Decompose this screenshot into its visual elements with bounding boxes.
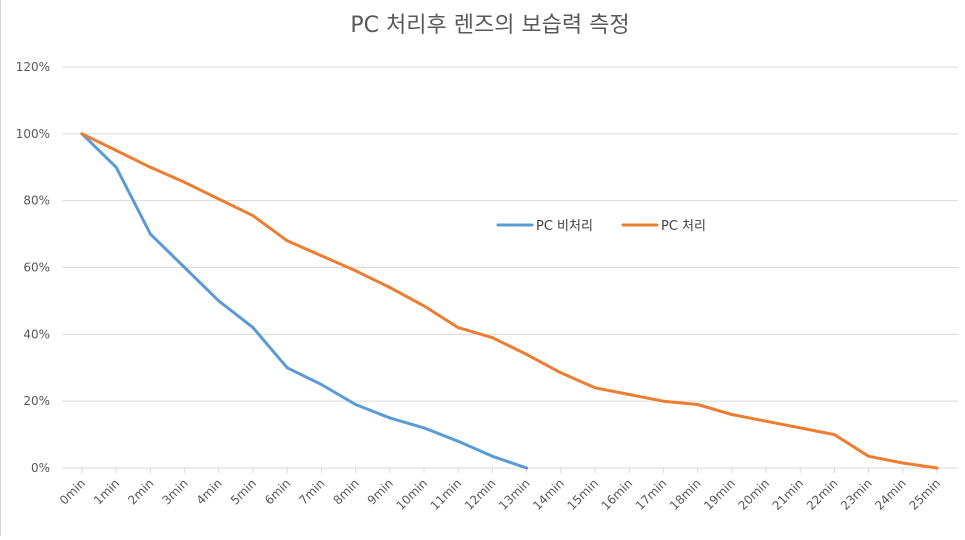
data-point [490, 454, 494, 458]
data-point [422, 304, 426, 308]
data-point [251, 214, 255, 218]
data-point [285, 239, 289, 243]
y-tick-label: 40% [23, 327, 50, 341]
x-tick-label: 18min [667, 476, 704, 513]
data-point [867, 454, 871, 458]
x-tick-label: 25min [906, 476, 943, 513]
x-tick-label: 3min [159, 476, 190, 507]
x-tick-label: 7min [296, 476, 327, 507]
x-tick-label: 0min [57, 476, 88, 507]
x-tick-label: 5min [228, 476, 259, 507]
data-point [661, 399, 665, 403]
y-tick-label: 20% [23, 394, 50, 408]
y-tick-label: 0% [31, 461, 50, 475]
x-tick-label: 19min [701, 476, 738, 513]
data-point [935, 466, 939, 470]
y-axis-ticks: 0% 20% 40% 60% 80% 100% 120% [16, 60, 50, 475]
x-tick-label: 4min [194, 476, 225, 507]
data-point [285, 366, 289, 370]
x-tick-label: 24min [872, 476, 909, 513]
data-point [217, 299, 221, 303]
data-point [832, 433, 836, 437]
data-point [354, 269, 358, 273]
x-tick-label: 11min [428, 476, 465, 513]
x-tick-label: 6min [262, 476, 293, 507]
data-point [490, 336, 494, 340]
data-point [593, 386, 597, 390]
data-point [80, 132, 84, 136]
x-tick-label: 21min [770, 476, 807, 513]
data-point [627, 392, 631, 396]
gridlines [62, 66, 958, 469]
x-tick-label: 9min [365, 476, 396, 507]
data-point [354, 403, 358, 407]
chart-title: PC 처리후 렌즈의 보습력 측정 [350, 13, 629, 38]
x-tick-label: 2min [125, 476, 156, 507]
data-point [148, 165, 152, 169]
data-point [422, 426, 426, 430]
data-point [388, 416, 392, 420]
y-tick-label: 100% [16, 127, 50, 141]
series-lines [80, 132, 939, 470]
data-point [183, 266, 187, 269]
x-tick-label: 14min [530, 476, 567, 513]
x-tick-label: 8min [330, 476, 361, 507]
data-point [696, 403, 700, 407]
data-point [525, 466, 529, 470]
legend-label: PC 처리 [661, 219, 706, 234]
x-tick-label: 17min [633, 476, 670, 513]
x-tick-label: 15min [564, 476, 601, 513]
data-point [183, 180, 187, 184]
data-point [148, 232, 152, 236]
x-tick-label: 23min [838, 476, 875, 513]
data-point [114, 165, 118, 169]
series-line-2 [80, 132, 939, 470]
data-point [251, 326, 255, 330]
x-tick-label: 10min [393, 476, 430, 513]
data-point [319, 382, 323, 386]
x-tick-label: 12min [462, 476, 499, 513]
data-point [456, 439, 460, 443]
data-point [217, 197, 221, 201]
data-point [456, 326, 460, 330]
data-point [388, 286, 392, 290]
data-point [798, 426, 802, 430]
data-point [319, 254, 323, 258]
legend: PC 비처리 PC 처리 [496, 219, 706, 234]
y-tick-label: 80% [23, 194, 50, 208]
data-point [114, 149, 118, 153]
left-border [0, 0, 1, 536]
x-tick-label: 1min [91, 476, 122, 507]
x-tick-label: 22min [804, 476, 841, 513]
data-point [525, 352, 529, 356]
x-tick-label: 13min [496, 476, 533, 513]
y-tick-label: 120% [16, 60, 50, 74]
data-point [559, 371, 563, 375]
x-axis-ticks: 0min 1min 2min 3min 4min 5min 6min 7min 8min 9min… [57, 468, 943, 513]
x-tick-label: 16min [599, 476, 636, 513]
x-tick-label: 20min [735, 476, 772, 513]
data-point [730, 413, 734, 417]
data-point [901, 461, 905, 465]
legend-label: PC 비처리 [536, 219, 593, 234]
y-tick-label: 60% [23, 261, 50, 275]
series-line-1 [80, 132, 529, 470]
data-point [764, 419, 768, 423]
